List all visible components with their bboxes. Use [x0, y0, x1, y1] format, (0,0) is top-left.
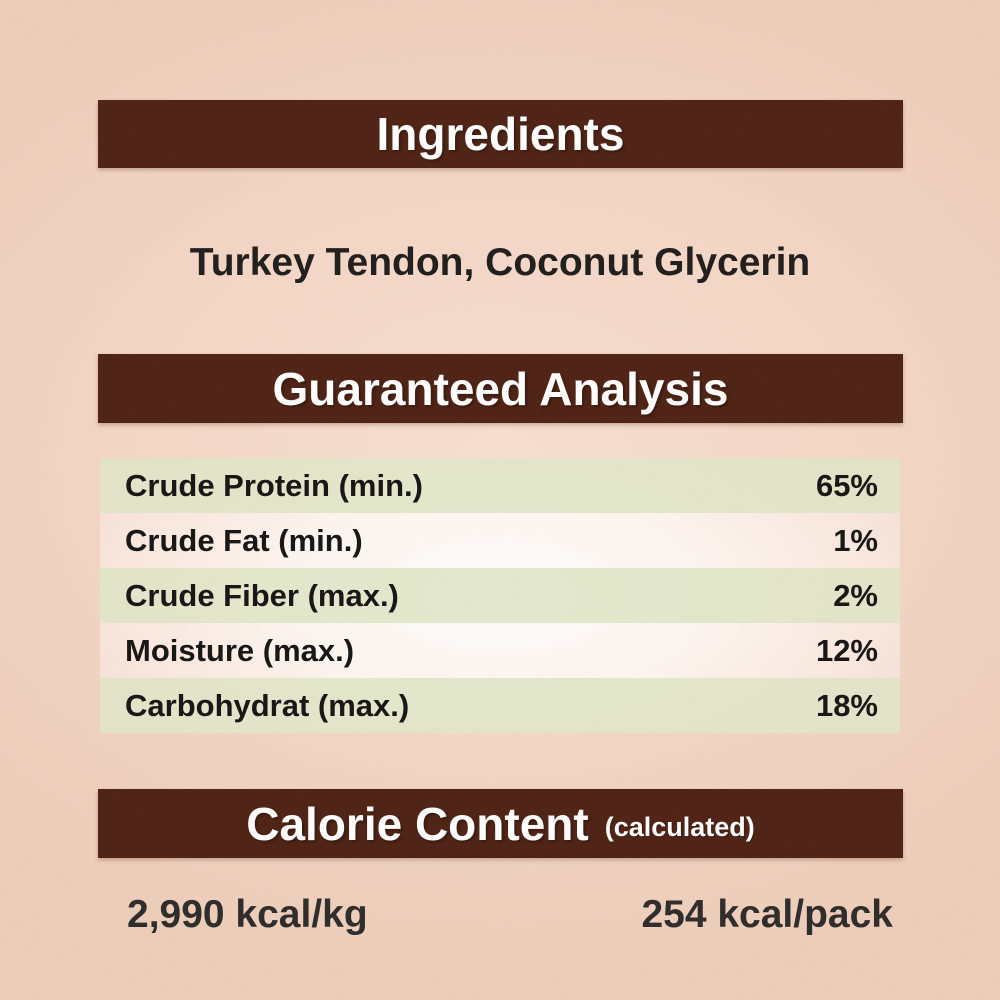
table-row: Crude Fiber (max.) 2% — [100, 568, 900, 623]
calorie-content-header-bar: Calorie Content (calculated) — [98, 789, 903, 858]
calorie-header-text: Calorie Content (calculated) — [246, 789, 755, 858]
calorie-values-row: 2,990 kcal/kg 254 kcal/pack — [100, 893, 900, 937]
ingredients-list: Turkey Tendon, Coconut Glycerin — [189, 241, 811, 284]
calorie-content-subtitle: (calculated) — [604, 812, 755, 842]
row-value: 12% — [815, 632, 878, 668]
calorie-per-pack: 254 kcal/pack — [641, 893, 893, 936]
row-label: Crude Fiber (max.) — [125, 577, 399, 613]
guaranteed-analysis-table: Crude Protein (min.) 65% Crude Fat (min.… — [100, 458, 900, 733]
row-value: 18% — [815, 687, 878, 723]
row-label: Crude Protein (min.) — [125, 467, 423, 503]
ingredients-title: Ingredients — [376, 108, 625, 160]
row-label: Crude Fat (min.) — [125, 522, 363, 558]
ingredients-header-bar: Ingredients — [98, 100, 903, 168]
row-value: 65% — [815, 467, 878, 503]
table-row: Moisture (max.) 12% — [100, 623, 900, 678]
guaranteed-analysis-header-bar: Guaranteed Analysis — [98, 354, 903, 423]
row-label: Moisture (max.) — [125, 632, 355, 668]
calorie-content-title: Calorie Content — [246, 797, 589, 850]
table-row: Crude Fat (min.) 1% — [100, 513, 900, 568]
row-value: 1% — [833, 522, 878, 558]
row-label: Carbohydrat (max.) — [125, 687, 410, 723]
table-row: Carbohydrat (max.) 18% — [100, 678, 900, 733]
row-value: 2% — [833, 577, 878, 613]
table-row: Crude Protein (min.) 65% — [100, 458, 900, 513]
calorie-per-kg: 2,990 kcal/kg — [127, 893, 368, 936]
guaranteed-analysis-title: Guaranteed Analysis — [272, 362, 729, 415]
